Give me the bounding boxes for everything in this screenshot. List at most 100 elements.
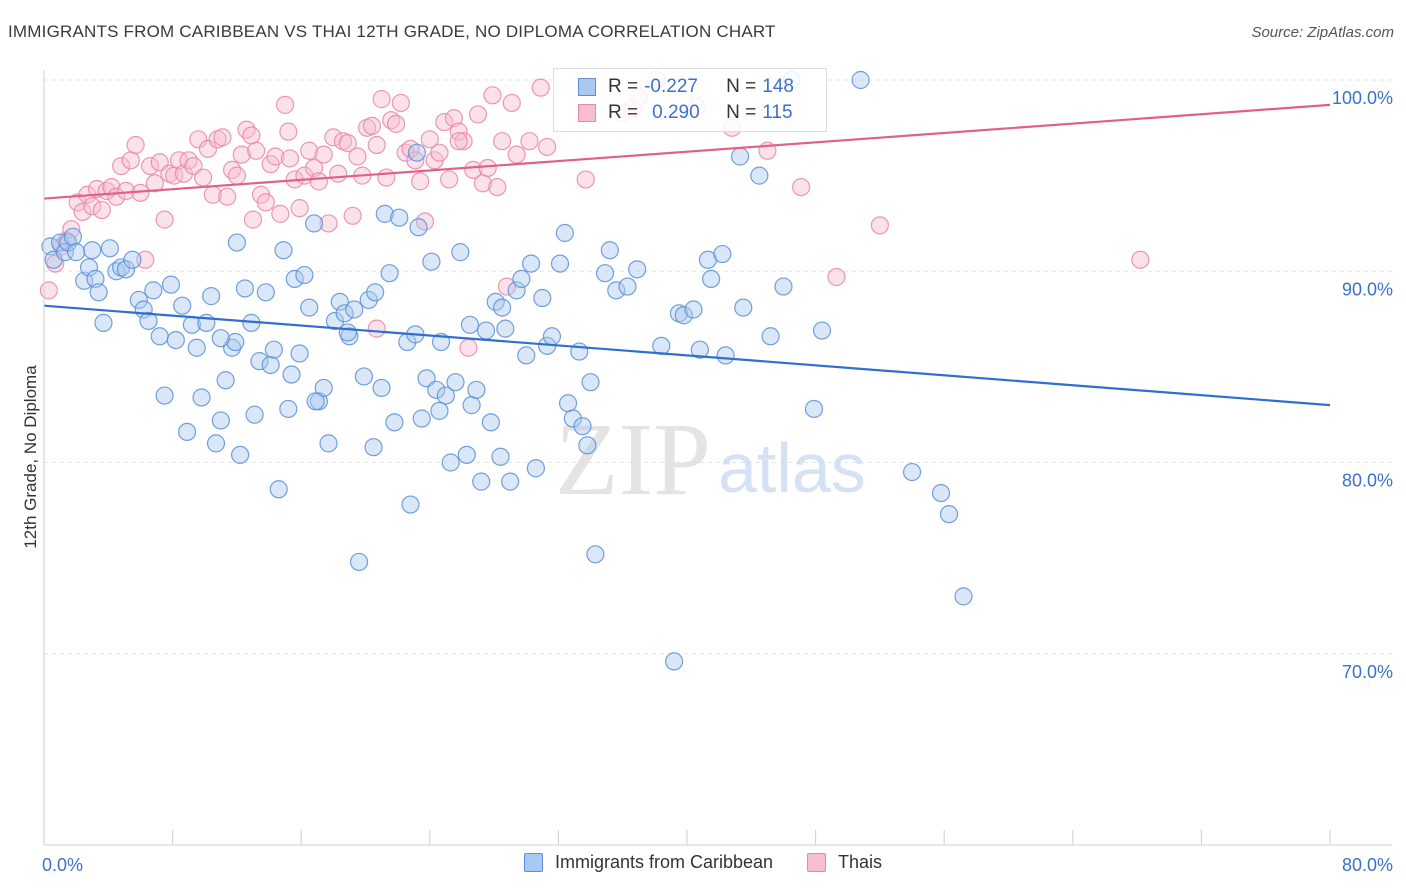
thais-point [478, 158, 497, 178]
caribbean-point [412, 409, 431, 428]
watermark-atlas: atlas [718, 429, 866, 507]
caribbean-point [380, 264, 399, 283]
thais-point [213, 128, 232, 147]
caribbean-point [491, 447, 510, 466]
caribbean-point [652, 336, 671, 355]
caribbean-point [116, 260, 136, 279]
caribbean-point [279, 399, 298, 419]
thais-point [483, 86, 502, 105]
caribbean-point [581, 373, 600, 392]
caribbean-point [804, 399, 824, 419]
thais-point [488, 178, 507, 197]
caribbean-point [256, 283, 275, 302]
thais-point [391, 93, 410, 113]
caribbean-point [446, 373, 465, 392]
thais-point [367, 135, 386, 155]
thais-point [83, 197, 102, 216]
thais-point [444, 109, 464, 128]
caribbean-point [451, 243, 470, 262]
caribbean-point [245, 405, 264, 424]
thais-point [435, 112, 454, 132]
thais-swatch [578, 104, 596, 122]
thais-point [290, 199, 309, 218]
n-label: N = [726, 76, 757, 97]
caribbean-point [427, 380, 446, 399]
caribbean-point [507, 281, 526, 300]
thais-point [174, 164, 193, 183]
legend-label-caribbean: Immigrants from Caribbean [554, 852, 774, 872]
y-tick-label: 80.0% [1342, 471, 1393, 491]
caribbean-point [226, 332, 245, 352]
thais-point [140, 156, 160, 176]
caribbean-point [144, 281, 163, 300]
thais-point [227, 166, 246, 185]
caribbean-point [300, 298, 319, 317]
thais-point [468, 105, 488, 124]
caribbean-point [493, 298, 512, 317]
thais-point [155, 210, 174, 229]
thais-point [112, 156, 131, 176]
caribbean-point [83, 241, 102, 260]
thais-point [136, 250, 155, 269]
caribbean-point [462, 396, 481, 415]
caribbean-point [338, 323, 357, 342]
thais-point [247, 141, 266, 160]
caribbean-point [407, 143, 427, 162]
caribbean-point [177, 422, 197, 441]
caribbean-point [954, 587, 973, 606]
r-label: R = [608, 76, 639, 97]
caribbean-point [155, 386, 174, 405]
thais-point [338, 134, 357, 153]
caribbean-point [441, 453, 460, 472]
thais-point [271, 204, 290, 223]
caribbean-point [730, 147, 750, 166]
thais-legend-swatch [807, 853, 827, 872]
caribbean-point [349, 552, 369, 572]
caribbean-point [89, 283, 108, 302]
legend-item-caribbean[interactable]: Immigrants from Caribbean [523, 852, 774, 873]
thais-point [189, 130, 208, 149]
caribbean-point [409, 218, 428, 237]
caribbean-point [550, 254, 570, 273]
thais-point [576, 170, 595, 189]
caribbean-point [761, 327, 780, 346]
thais-point [309, 172, 328, 191]
caribbean-point [812, 321, 832, 340]
legend-item-thais[interactable]: Thais [807, 852, 882, 873]
caribbean-point [192, 388, 211, 407]
y-axis-label: 12th Grade, No Diploma [21, 365, 40, 549]
thais-point [319, 214, 338, 233]
caribbean-point [401, 495, 420, 514]
r-label: R = [608, 102, 639, 123]
caribbean-point [231, 445, 250, 464]
thais-point [507, 145, 526, 164]
caribbean-point [216, 371, 235, 390]
caribbean-point [476, 321, 496, 340]
thais-point [377, 168, 396, 187]
caribbean-point [187, 338, 206, 357]
caribbean-point [319, 434, 338, 453]
thais-point [1131, 250, 1150, 269]
thais-point [449, 132, 468, 151]
caribbean-point [67, 243, 86, 262]
thais-point [449, 122, 468, 141]
caribbean-point [457, 445, 476, 464]
caribbean-point [354, 367, 373, 386]
thais-point [386, 114, 406, 134]
caribbean-point [586, 545, 605, 564]
caribbean-point [94, 313, 113, 332]
caribbean-point [573, 417, 592, 436]
thais-point [520, 132, 539, 151]
caribbean-point [314, 378, 333, 398]
caribbean-point [375, 204, 394, 223]
caribbean-point [684, 300, 703, 319]
thais-point [280, 149, 300, 168]
caribbean-point [517, 346, 536, 365]
stats-row-thais: R = 0.290 N = 115 [578, 100, 793, 126]
caribbean-point [558, 394, 578, 413]
x-tick-label: 0.0% [42, 855, 83, 875]
caribbean-point [269, 480, 288, 499]
caribbean-point [665, 652, 684, 671]
thais-point [242, 126, 261, 145]
caribbean-point [250, 352, 269, 371]
